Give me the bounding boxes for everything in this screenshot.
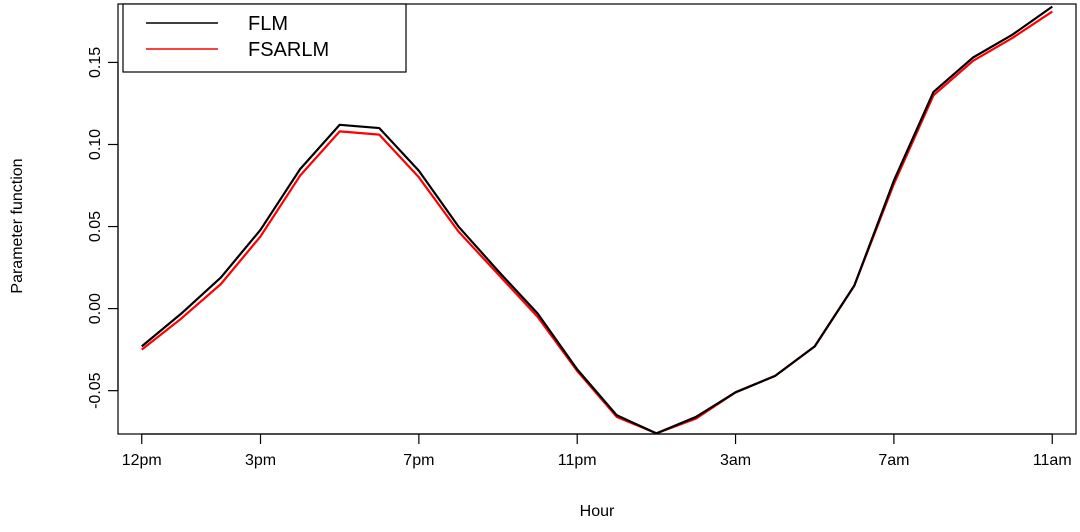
y-tick-label: 0.10 xyxy=(87,129,104,160)
y-tick-label: 0.00 xyxy=(87,293,104,324)
series-line-flm xyxy=(141,5,1053,435)
x-axis-label: Hour xyxy=(580,503,615,520)
x-ticks: 12pm 3pm 7pm 11pm 3am 7am 11am xyxy=(122,434,1072,469)
y-ticks: -0.05 0.00 0.05 0.10 0.15 xyxy=(87,47,118,409)
x-tick-label: 7pm xyxy=(403,452,434,469)
x-axis: 12pm 3pm 7pm 11pm 3am 7am 11am xyxy=(122,433,1072,469)
x-tick-label: 11pm xyxy=(558,452,597,469)
legend-label-fsarlm: FSARLM xyxy=(248,39,329,61)
series-line-fsarlm xyxy=(141,10,1053,435)
legend: FLM FSARLM xyxy=(122,3,407,73)
y-axis: -0.05 0.00 0.05 0.10 0.15 xyxy=(87,47,119,409)
y-tick-label: 0.15 xyxy=(87,47,104,78)
y-tick-label: 0.05 xyxy=(87,211,104,242)
legend-label-flm: FLM xyxy=(248,13,288,35)
x-tick-label: 12pm xyxy=(122,452,162,469)
series-layer xyxy=(141,5,1053,435)
x-tick-label: 11am xyxy=(1033,452,1072,469)
x-tick-label: 7am xyxy=(878,452,909,469)
y-tick-label: -0.05 xyxy=(87,372,104,409)
y-axis-label: Parameter function xyxy=(9,158,26,293)
x-tick-label: 3am xyxy=(720,452,751,469)
legend-box xyxy=(122,3,407,73)
x-tick-label: 3pm xyxy=(245,452,276,469)
